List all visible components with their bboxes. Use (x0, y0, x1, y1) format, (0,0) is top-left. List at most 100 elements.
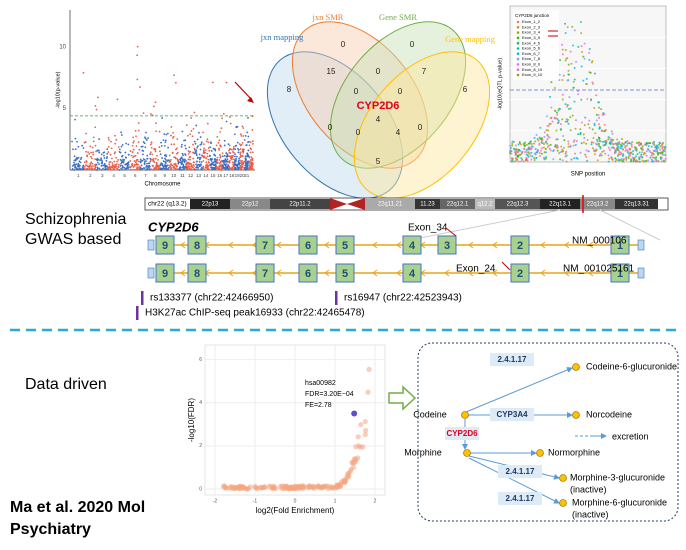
point (600, 108, 603, 111)
point (185, 167, 188, 170)
count: 7 (422, 67, 427, 76)
point (234, 153, 237, 156)
point (633, 157, 636, 160)
band-label: 22q11.21 (378, 202, 403, 208)
point (110, 147, 113, 150)
point (109, 166, 111, 169)
snp-label: rs133377 (chr22:42466950) (150, 293, 273, 304)
point (552, 158, 555, 161)
point (561, 93, 564, 96)
point (610, 156, 613, 159)
point (231, 161, 234, 164)
point (522, 142, 525, 145)
point (590, 143, 593, 146)
point (192, 143, 194, 146)
node (559, 499, 567, 507)
point (598, 127, 601, 130)
point (555, 111, 558, 114)
band (580, 199, 615, 209)
point (234, 155, 236, 158)
point (177, 162, 180, 165)
point (538, 151, 541, 154)
point (643, 160, 646, 163)
point (191, 165, 193, 168)
point (237, 151, 240, 154)
node (461, 411, 469, 419)
exon-number: 8 (194, 268, 200, 280)
point (546, 142, 549, 145)
point (75, 156, 78, 159)
point (72, 148, 74, 151)
point (580, 98, 583, 101)
point (133, 155, 136, 158)
point (549, 117, 552, 120)
point (202, 143, 205, 146)
point (622, 152, 625, 155)
point (228, 160, 231, 163)
point (140, 164, 143, 167)
point (113, 160, 116, 163)
point (580, 45, 583, 48)
point (581, 51, 584, 54)
point (111, 162, 114, 165)
point (638, 158, 641, 161)
exon (155, 263, 175, 283)
point (88, 164, 91, 167)
point (655, 145, 658, 148)
point (221, 155, 224, 158)
point (107, 146, 110, 148)
band-label: q12.2 (477, 202, 493, 208)
point (235, 155, 238, 158)
point (530, 158, 533, 161)
point (123, 166, 126, 169)
point (139, 168, 142, 171)
set-label: Gene SMR (379, 12, 417, 22)
point (160, 145, 163, 147)
band (415, 199, 440, 209)
point (197, 166, 199, 169)
point (132, 148, 135, 151)
point (591, 128, 594, 131)
point (587, 150, 590, 153)
point (561, 79, 564, 82)
band (440, 199, 475, 209)
point (335, 482, 342, 488)
point (653, 144, 656, 147)
point (567, 108, 570, 111)
tick-label: 2 (199, 443, 202, 449)
point (133, 163, 136, 166)
point (74, 137, 77, 140)
point (239, 144, 242, 147)
point (589, 71, 592, 74)
legend-swatch (516, 52, 520, 56)
point (241, 159, 244, 162)
point (543, 158, 546, 161)
point (208, 155, 211, 158)
point (189, 155, 192, 158)
point (78, 160, 81, 163)
point (183, 139, 186, 142)
point (147, 166, 150, 169)
point (218, 147, 220, 150)
count: 8 (287, 85, 292, 94)
point (226, 158, 229, 161)
point (570, 62, 573, 65)
point (164, 141, 167, 144)
point (249, 147, 252, 150)
point (540, 140, 543, 143)
point (325, 486, 331, 492)
point (136, 45, 139, 48)
point (173, 163, 176, 166)
exon-number: 5 (342, 268, 348, 280)
point (161, 164, 164, 167)
point (197, 168, 199, 171)
point (109, 153, 112, 156)
point (239, 159, 242, 162)
point (240, 168, 243, 171)
point (149, 158, 152, 161)
point (132, 156, 135, 159)
point (92, 165, 94, 167)
point (158, 146, 161, 149)
point (603, 123, 606, 126)
point (193, 140, 196, 143)
